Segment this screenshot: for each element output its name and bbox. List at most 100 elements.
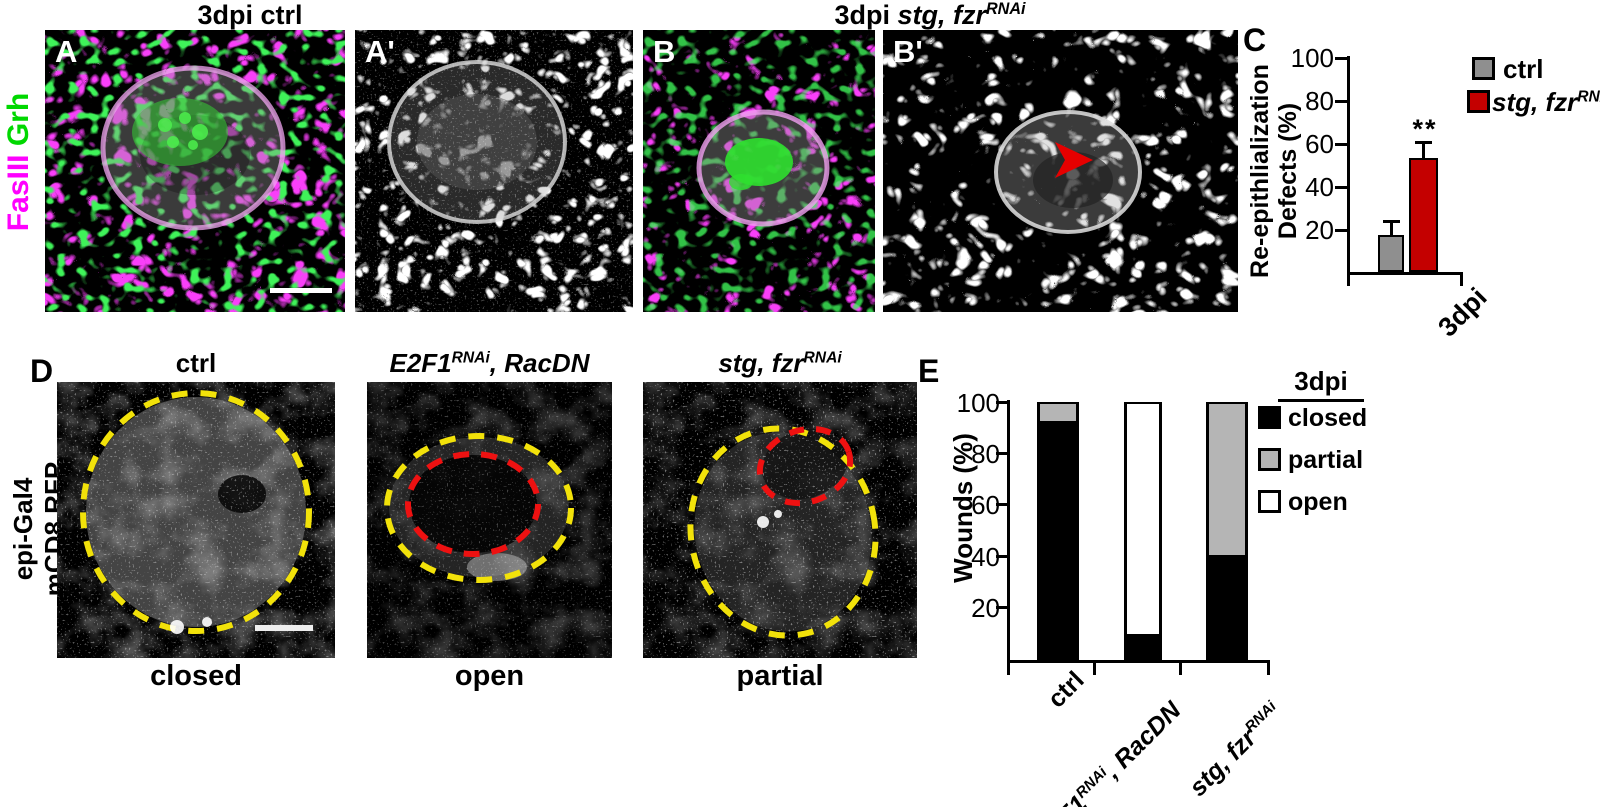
e-seg-ctrl-closed [1040, 424, 1076, 657]
e-legend-swatch-partial [1258, 448, 1281, 471]
tick-mark [1007, 662, 1010, 675]
d-micrograph-partial-image [643, 382, 917, 658]
d-col2-title-italic: E2F1 [389, 348, 452, 378]
tick-mark [996, 503, 1008, 506]
tick-mark [1335, 57, 1347, 60]
e-legend-swatch-closed [1258, 406, 1281, 429]
tick-mark [1460, 272, 1463, 286]
e-seg-e2f1-open [1127, 404, 1159, 637]
c-errorbar-ctrl [1383, 220, 1400, 236]
d-caption-partial: partial [736, 660, 824, 692]
tick-mark [1335, 229, 1347, 232]
c-ytick-40: 40 [1305, 172, 1334, 202]
scale-bar [270, 288, 332, 293]
d-side-label-line1: epi-Gal4 [8, 477, 38, 581]
e-legend-label-open: open [1288, 488, 1348, 516]
d-micrograph-open [367, 382, 612, 658]
e-xlabel-stg-sup: RNAi [1242, 698, 1281, 736]
panel-label-b-prime: B' [893, 34, 923, 69]
d-caption-closed: closed [150, 660, 242, 692]
tick-mark [1179, 662, 1182, 675]
e-xlabel-stg-fzr: stg, fzrRNAi [1184, 698, 1289, 803]
d-micrograph-open-image [367, 382, 612, 658]
c-legend-swatch-ctrl [1472, 57, 1495, 80]
micrograph-a-prime-image [355, 30, 633, 312]
top-title-stg-fzr: 3dpi stg, fzrRNAi [645, 0, 1215, 31]
tick-mark [996, 452, 1008, 455]
micrograph-b: B [643, 30, 875, 312]
top-title-stg-italic: stg, fzr [897, 0, 986, 30]
stain-label-fasiii: FasIII [2, 154, 35, 232]
top-title-ctrl: 3dpi ctrl [45, 0, 455, 31]
c-y-axis-label: Re-epithlialization Defects (%) [1246, 45, 1302, 297]
c-legend-label-ctrl: ctrl [1503, 54, 1544, 84]
tick-mark [1267, 662, 1270, 675]
tick-mark [1335, 186, 1347, 189]
e-xlabel-e2f1-racdn: E2F1RNAi, RacDN [1030, 696, 1187, 807]
c-legend-swatch-stg-fzr [1467, 90, 1490, 113]
e-ytick-100: 100 [956, 388, 1000, 418]
tick-mark [1335, 143, 1347, 146]
stain-label-grh: Grh [2, 92, 35, 155]
c-y-axis-label-line1: Re-epithlialization [1246, 64, 1274, 278]
c-legend-stg-sup: RNAi [1577, 88, 1600, 106]
micrograph-a-prime: A' [355, 30, 633, 312]
c-legend-label-stg-fzr: stg, fzrRNAi [1492, 87, 1600, 118]
e-legend-label-closed: closed [1288, 404, 1368, 432]
e-seg-ctrl-partial [1040, 404, 1076, 425]
wound-outline-yellow [80, 390, 312, 634]
e-bar-stg-fzr [1206, 402, 1248, 660]
wound-outline-red [756, 425, 854, 507]
panel-label-a-prime: A' [365, 34, 395, 69]
c-legend-stg-italic: stg, fzr [1492, 87, 1578, 117]
e-legend-header: 3dpi [1278, 366, 1364, 402]
d-micrograph-partial [643, 382, 917, 658]
c-xtick-3dpi: 3dpi [1432, 282, 1494, 343]
tick-mark [996, 606, 1008, 609]
e-x-axis [1007, 660, 1270, 663]
red-arrowhead-icon [1055, 142, 1093, 178]
e-ytick-60: 60 [971, 490, 1000, 520]
e-ytick-80: 80 [971, 439, 1000, 469]
c-bar-stg-fzr [1409, 158, 1438, 272]
d-col2-title-rest: , RacDN [489, 348, 590, 378]
wound-outline-yellow [384, 433, 574, 583]
d-col3-title-sup: RNAi [803, 349, 842, 367]
scale-bar [255, 625, 313, 631]
d-col1-title: ctrl [175, 348, 217, 378]
e-bar-ctrl [1037, 402, 1079, 660]
e-seg-e2f1-closed [1127, 636, 1159, 657]
d-micrograph-closed [57, 382, 335, 658]
e-legend-label-partial: partial [1288, 446, 1364, 474]
e-bar-e2f1-racdn [1124, 402, 1162, 660]
e-legend-swatch-open [1258, 490, 1281, 513]
panel-label-d: D [30, 353, 54, 389]
micrograph-a-image [45, 30, 345, 312]
micrograph-b-prime: B' [883, 30, 1238, 312]
c-bar-ctrl [1378, 235, 1404, 272]
e-ytick-20: 20 [971, 593, 1000, 623]
top-title-ctrl-text: 3dpi ctrl [197, 0, 303, 30]
micrograph-b-image [643, 30, 875, 312]
c-ytick-100: 100 [1290, 43, 1334, 73]
e-seg-stg-partial [1209, 404, 1245, 559]
d-col3-title-italic: stg, fzr [718, 348, 804, 378]
c-plot-area [1350, 57, 1463, 272]
panel-label-b: B [653, 34, 676, 69]
c-ytick-20: 20 [1305, 215, 1334, 245]
e-plot-area [1010, 402, 1267, 660]
tick-mark [1347, 272, 1350, 286]
c-significance-stars: ** [1412, 114, 1438, 144]
tick-mark [1093, 662, 1096, 675]
c-ytick-80: 80 [1305, 86, 1334, 116]
tick-mark [996, 401, 1008, 404]
wound-outline-yellow [687, 425, 879, 639]
micrograph-b-prime-image [883, 30, 1238, 312]
micrograph-a: A [45, 30, 345, 312]
stain-label: FasIII Grh [2, 82, 36, 242]
c-ytick-60: 60 [1305, 129, 1334, 159]
d-col2-title: E2F1RNAi, RacDN [367, 348, 612, 379]
panel-label-e: E [918, 353, 940, 389]
panel-label-c: C [1243, 22, 1267, 58]
